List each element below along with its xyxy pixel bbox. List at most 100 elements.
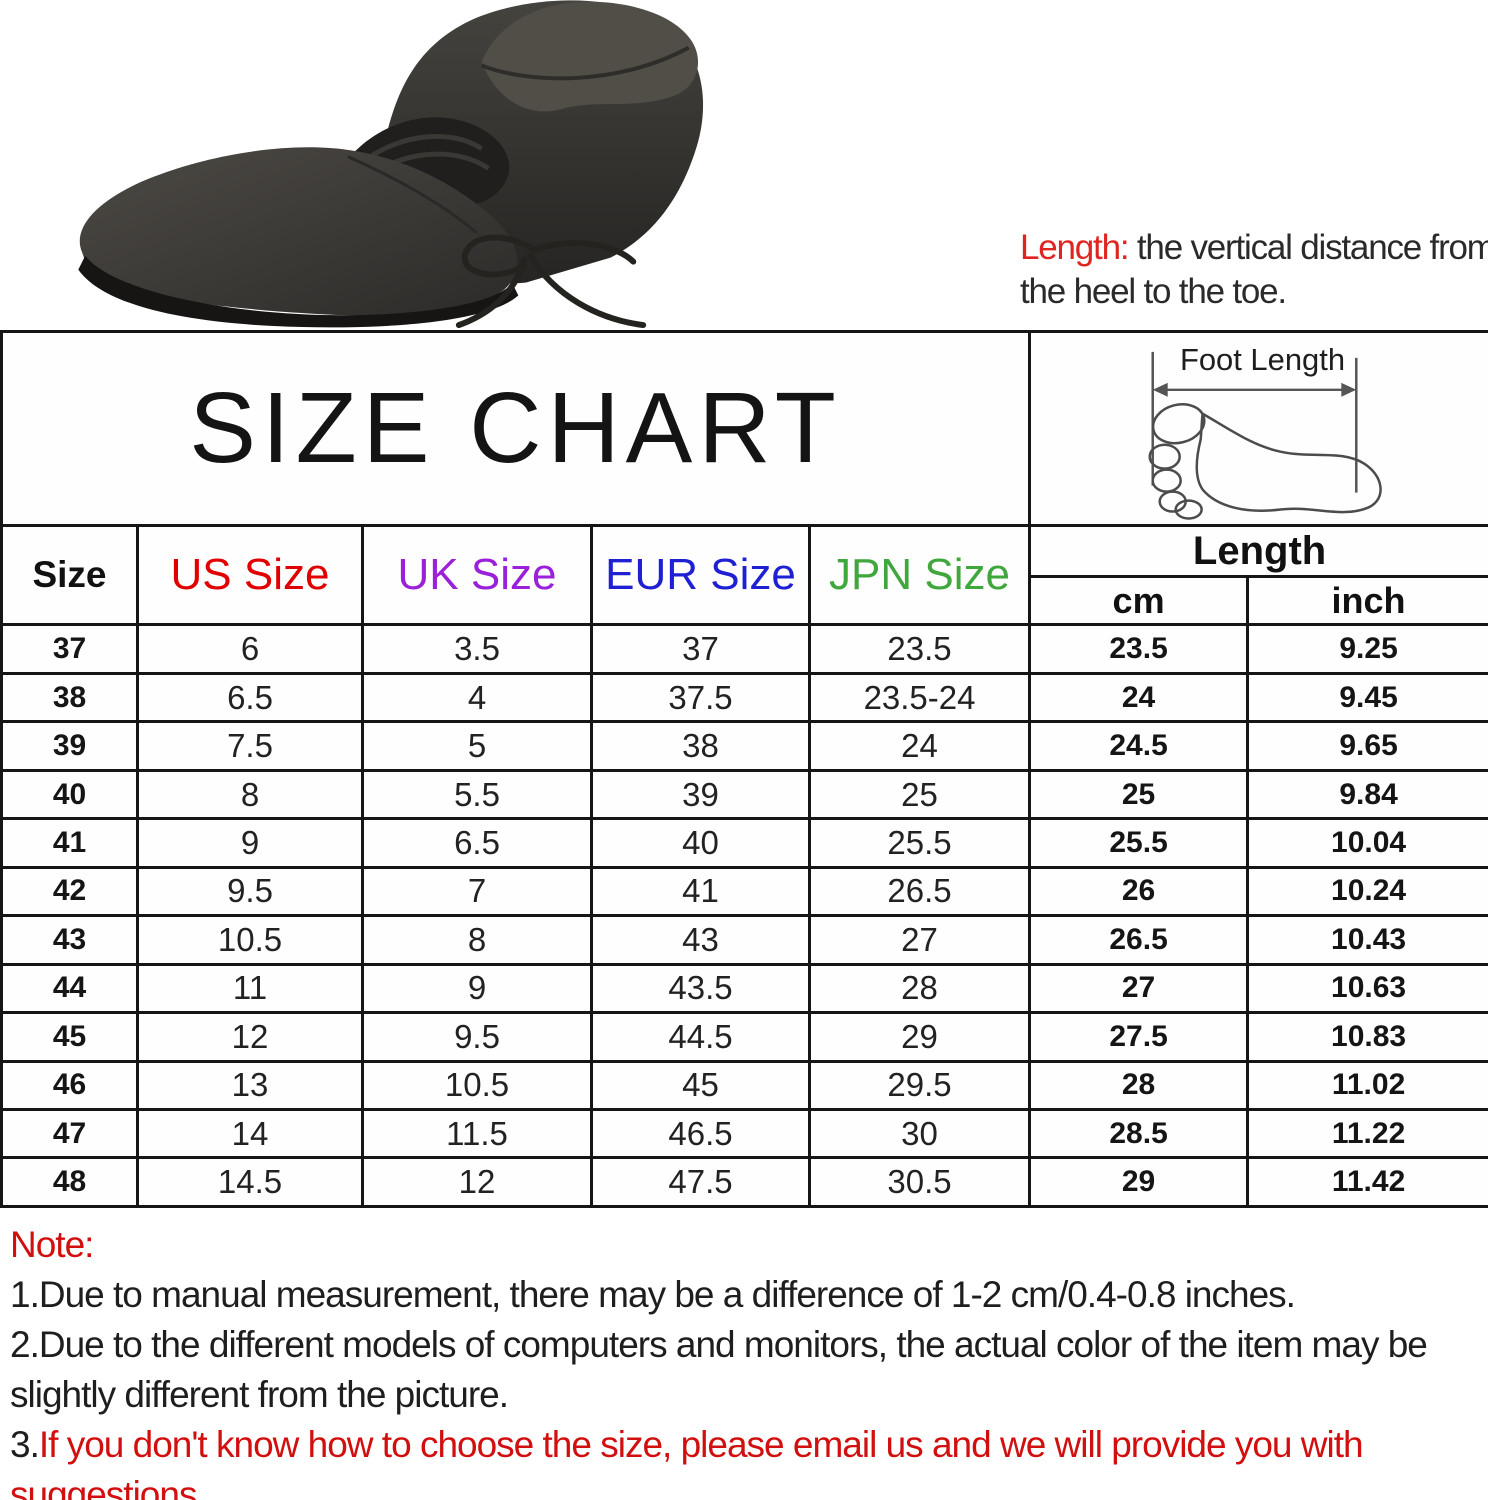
cell-eur: 44.5: [590, 1011, 811, 1063]
cell-jpn: 30: [807, 1107, 1032, 1160]
cell-cm: 28.5: [1028, 1107, 1250, 1160]
cell-eur: 37.5: [590, 671, 811, 724]
cell-size: 43: [0, 914, 139, 966]
cell-us: 12: [136, 1011, 364, 1063]
cell-cm: 27.5: [1028, 1011, 1250, 1063]
cell-uk: 12: [361, 1156, 593, 1208]
foot-length-label: Foot Length: [1180, 342, 1345, 377]
cell-jpn: 23.5: [807, 623, 1032, 675]
shoe-lining-fold: [366, 133, 484, 161]
cell-us: 14: [136, 1107, 364, 1160]
cell-size: 46: [0, 1059, 139, 1112]
table-row-47: 47 14 11.5 46.5 30 28.5 11.22: [0, 1107, 1488, 1160]
cell-size: 42: [0, 865, 139, 918]
shoe-laces: [455, 234, 647, 329]
note-2: 2.Due to the different models of compute…: [10, 1324, 1428, 1415]
cell-eur: 40: [590, 817, 811, 869]
cell-size: 37: [0, 623, 139, 675]
cell-eur: 45: [590, 1059, 811, 1112]
cell-jpn: 26.5: [807, 865, 1032, 918]
cell-cm: 29: [1028, 1156, 1250, 1208]
shoe-vamp: [79, 147, 518, 316]
cell-inch: 10.63: [1246, 962, 1488, 1015]
length-definition: Length: the vertical distance from the h…: [1020, 226, 1488, 315]
cell-inch: 9.25: [1246, 623, 1488, 675]
size-chart-title: SIZE CHART: [0, 329, 1032, 528]
header-jpn-size: JPN Size: [807, 524, 1032, 627]
arrow-left: [1152, 382, 1168, 397]
cell-uk: 6.5: [361, 817, 593, 869]
cell-uk: 5: [361, 720, 593, 772]
note-3-text: If you don't know how to choose the size…: [10, 1424, 1364, 1500]
notes-heading: Note:: [10, 1224, 94, 1265]
cell-eur: 41: [590, 865, 811, 918]
header-eur-size: EUR Size: [590, 524, 811, 627]
cell-uk: 9.5: [361, 1011, 593, 1063]
cell-us: 13: [136, 1059, 364, 1112]
cell-cm: 24.5: [1028, 720, 1250, 772]
table-row-48: 48 14.5 12 47.5 30.5 29 11.42: [0, 1156, 1488, 1208]
shoe-flap-seam: [480, 45, 690, 81]
note-3: 3.If you don't know how to choose the si…: [10, 1420, 1486, 1500]
cell-size: 44: [0, 962, 139, 1015]
cell-eur: 37: [590, 623, 811, 675]
table-row-37: 37 6 3.5 37 23.5 23.5 9.25: [0, 623, 1488, 675]
header-cm: cm: [1028, 575, 1250, 627]
cell-inch: 10.83: [1246, 1011, 1488, 1063]
table-row-40: 40 8 5.5 39 25 25 9.84: [0, 768, 1488, 821]
cell-jpn: 29.5: [807, 1059, 1032, 1112]
cell-inch: 10.43: [1246, 914, 1488, 966]
cell-eur: 43.5: [590, 962, 811, 1015]
cell-inch: 11.22: [1246, 1107, 1488, 1160]
cell-uk: 7: [361, 865, 593, 918]
foot-outline: [1148, 403, 1382, 520]
cell-inch: 9.84: [1246, 768, 1488, 821]
cell-eur: 39: [590, 768, 811, 821]
header-size: Size: [0, 524, 139, 627]
cell-uk: 3.5: [361, 623, 593, 675]
table-row-39: 39 7.5 5 38 24 24.5 9.65: [0, 720, 1488, 772]
cell-jpn: 25.5: [807, 817, 1032, 869]
header-us-size: US Size: [136, 524, 364, 627]
cell-cm: 25: [1028, 768, 1250, 821]
note-3-prefix: 3.: [10, 1424, 40, 1465]
cell-jpn: 28: [807, 962, 1032, 1015]
cell-eur: 47.5: [590, 1156, 811, 1208]
table-row-41: 41 9 6.5 40 25.5 25.5 10.04: [0, 817, 1488, 869]
cell-cm: 28: [1028, 1059, 1250, 1112]
cell-us: 7.5: [136, 720, 364, 772]
table-header-row: Size US Size UK Size EUR Size JPN Size L…: [0, 524, 1488, 627]
cell-size: 47: [0, 1107, 139, 1160]
cell-uk: 5.5: [361, 768, 593, 821]
cell-cm: 26.5: [1028, 914, 1250, 966]
table-row-43: 43 10.5 8 43 27 26.5 10.43: [0, 914, 1488, 966]
cell-jpn: 24: [807, 720, 1032, 772]
cell-us: 6: [136, 623, 364, 675]
cell-us: 9: [136, 817, 364, 869]
cell-uk: 8: [361, 914, 593, 966]
cell-size: 39: [0, 720, 139, 772]
cell-cm: 25.5: [1028, 817, 1250, 869]
cell-uk: 9: [361, 962, 593, 1015]
cell-inch: 11.02: [1246, 1059, 1488, 1112]
cell-us: 8: [136, 768, 364, 821]
cell-us: 10.5: [136, 914, 364, 966]
table-row-44: 44 11 9 43.5 28 27 10.63: [0, 962, 1488, 1015]
shoe-folded-flap: [481, 1, 699, 112]
cell-eur: 38: [590, 720, 811, 772]
cell-us: 6.5: [136, 671, 364, 724]
cell-cm: 27: [1028, 962, 1250, 1015]
shoe-sole: [78, 255, 519, 328]
cell-us: 14.5: [136, 1156, 364, 1208]
cell-uk: 11.5: [361, 1107, 593, 1160]
cell-inch: 10.24: [1246, 865, 1488, 918]
table-row-46: 46 13 10.5 45 29.5 28 11.02: [0, 1059, 1488, 1112]
length-definition-label: Length:: [1020, 228, 1130, 267]
cell-eur: 46.5: [590, 1107, 811, 1160]
foot-diagram-image: Foot Length: [1148, 342, 1382, 520]
cell-cm: 23.5: [1028, 623, 1250, 675]
table-title-row: SIZE CHART Foot Length: [0, 329, 1488, 528]
cell-size: 48: [0, 1156, 139, 1208]
cell-size: 45: [0, 1011, 139, 1063]
shoe-seam: [347, 155, 478, 235]
